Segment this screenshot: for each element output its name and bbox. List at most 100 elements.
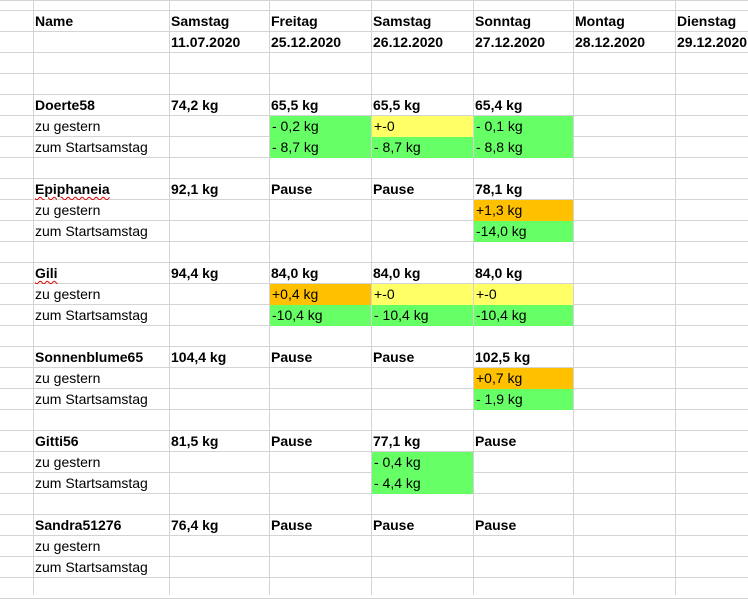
weight-cell[interactable]: 77,1 kg <box>371 431 473 452</box>
header-date-cell[interactable]: 29.12.2020 <box>675 32 748 53</box>
row-label-zu-gestern[interactable]: zu gestern <box>33 536 169 557</box>
weight-cell-text: 76,4 kg <box>171 517 219 533</box>
participant-name-cell[interactable]: Gili <box>33 263 169 284</box>
row-gridline <box>0 199 748 200</box>
delta-yesterday-cell[interactable]: - 0,1 kg <box>474 116 573 137</box>
row-label-startsamstag[interactable]: zum Startsamstag <box>33 557 169 578</box>
weight-cell[interactable]: Pause <box>473 431 573 452</box>
weight-cell[interactable]: Pause <box>269 179 371 200</box>
header-name-cell-text: Name <box>35 13 74 29</box>
weight-cell[interactable]: 74,2 kg <box>169 95 269 116</box>
weight-cell[interactable]: 65,5 kg <box>371 95 473 116</box>
weight-cell[interactable]: 84,0 kg <box>371 263 473 284</box>
header-date-cell[interactable]: 26.12.2020 <box>371 32 473 53</box>
weight-cell[interactable]: 104,4 kg <box>169 347 269 368</box>
column-gridline <box>573 0 574 595</box>
participant-name-cell[interactable]: Epiphaneia <box>33 179 169 200</box>
header-weekday-cell[interactable]: Sonntag <box>473 11 573 32</box>
weight-cell-text: 92,1 kg <box>171 181 219 197</box>
participant-name-cell-text: Sandra51276 <box>35 517 122 533</box>
header-date-cell[interactable]: 28.12.2020 <box>573 32 675 53</box>
delta-start-cell[interactable]: - 10,4 kg <box>372 305 473 326</box>
row-label-zu-gestern[interactable]: zu gestern <box>33 284 169 305</box>
weight-cell[interactable]: 94,4 kg <box>169 263 269 284</box>
delta-start-cell[interactable]: - 8,7 kg <box>270 137 371 158</box>
header-weekday-cell-text: Freitag <box>271 13 318 29</box>
delta-start-cell-text: -14,0 kg <box>476 223 527 239</box>
delta-yesterday-cell[interactable]: +-0 <box>474 284 573 305</box>
row-label-startsamstag-text: zum Startsamstag <box>35 391 148 407</box>
delta-yesterday-cell[interactable]: +0,4 kg <box>270 284 371 305</box>
delta-start-cell[interactable]: - 8,7 kg <box>372 137 473 158</box>
header-date-cell[interactable]: 11.07.2020 <box>169 32 269 53</box>
participant-name-cell-text: Doerte58 <box>35 97 95 113</box>
delta-start-cell[interactable]: -10,4 kg <box>474 305 573 326</box>
row-gridline <box>0 0 748 1</box>
weight-cell[interactable]: 84,0 kg <box>473 263 573 284</box>
row-gridline <box>0 94 748 95</box>
participant-name-cell[interactable]: Sandra51276 <box>33 515 169 536</box>
weight-cell[interactable]: 65,4 kg <box>473 95 573 116</box>
row-label-zu-gestern[interactable]: zu gestern <box>33 452 169 473</box>
row-label-startsamstag[interactable]: zum Startsamstag <box>33 305 169 326</box>
header-weekday-cell[interactable]: Samstag <box>169 11 269 32</box>
row-label-startsamstag[interactable]: zum Startsamstag <box>33 137 169 158</box>
row-label-zu-gestern-text: zu gestern <box>35 454 101 470</box>
weight-cell-text: 102,5 kg <box>475 349 531 365</box>
header-date-cell[interactable]: 27.12.2020 <box>473 32 573 53</box>
weight-cell[interactable]: Pause <box>269 431 371 452</box>
header-weekday-cell[interactable]: Samstag <box>371 11 473 32</box>
header-weekday-cell-text: Samstag <box>373 13 432 29</box>
header-date-cell-text: 27.12.2020 <box>475 34 546 50</box>
weight-cell-text: 94,4 kg <box>171 265 219 281</box>
column-gridline <box>33 0 34 595</box>
weight-cell[interactable]: Pause <box>371 347 473 368</box>
weight-cell[interactable]: 102,5 kg <box>473 347 573 368</box>
delta-start-cell[interactable]: - 8,8 kg <box>474 137 573 158</box>
row-label-zu-gestern[interactable]: zu gestern <box>33 368 169 389</box>
delta-yesterday-cell[interactable]: +-0 <box>372 284 473 305</box>
delta-yesterday-cell[interactable]: +1,3 kg <box>474 200 573 221</box>
participant-name-cell[interactable]: Doerte58 <box>33 95 169 116</box>
weight-cell[interactable]: 78,1 kg <box>473 179 573 200</box>
weight-cell[interactable]: 76,4 kg <box>169 515 269 536</box>
weight-cell[interactable]: Pause <box>269 515 371 536</box>
weight-cell[interactable]: Pause <box>269 347 371 368</box>
delta-start-cell[interactable]: - 1,9 kg <box>474 389 573 410</box>
weight-cell-text: 84,0 kg <box>373 265 421 281</box>
weight-cell[interactable]: 84,0 kg <box>269 263 371 284</box>
row-label-zu-gestern[interactable]: zu gestern <box>33 200 169 221</box>
weight-cell[interactable]: 92,1 kg <box>169 179 269 200</box>
header-date-cell[interactable]: 25.12.2020 <box>269 32 371 53</box>
participant-name-cell[interactable]: Gitti56 <box>33 431 169 452</box>
weight-cell[interactable]: Pause <box>371 179 473 200</box>
weight-cell[interactable]: Pause <box>371 515 473 536</box>
delta-start-cell[interactable]: -10,4 kg <box>270 305 371 326</box>
header-weekday-cell[interactable]: Montag <box>573 11 675 32</box>
delta-yesterday-cell[interactable]: +0,7 kg <box>474 368 573 389</box>
delta-start-cell[interactable]: - 4,4 kg <box>372 473 473 494</box>
weight-cell-text: 84,0 kg <box>271 265 319 281</box>
row-label-startsamstag[interactable]: zum Startsamstag <box>33 221 169 242</box>
delta-start-cell-text: - 8,8 kg <box>476 139 523 155</box>
row-label-startsamstag[interactable]: zum Startsamstag <box>33 389 169 410</box>
row-label-startsamstag[interactable]: zum Startsamstag <box>33 473 169 494</box>
delta-yesterday-cell[interactable]: +-0 <box>372 116 473 137</box>
weight-cell[interactable]: Pause <box>473 515 573 536</box>
header-weekday-cell[interactable]: Freitag <box>269 11 371 32</box>
delta-yesterday-cell[interactable]: - 0,2 kg <box>270 116 371 137</box>
header-name-cell[interactable]: Name <box>33 11 169 32</box>
delta-start-cell[interactable]: -14,0 kg <box>474 221 573 242</box>
header-weekday-cell[interactable]: Dienstag <box>675 11 748 32</box>
weight-cell[interactable]: 65,5 kg <box>269 95 371 116</box>
weight-cell-text: 65,5 kg <box>271 97 319 113</box>
weight-cell[interactable]: 81,5 kg <box>169 431 269 452</box>
row-label-zu-gestern[interactable]: zu gestern <box>33 116 169 137</box>
delta-yesterday-cell[interactable]: - 0,4 kg <box>372 452 473 473</box>
weight-cell-text: 78,1 kg <box>475 181 523 197</box>
delta-start-cell-text: - 1,9 kg <box>476 391 523 407</box>
participant-name-cell[interactable]: Sonnenblume65 <box>33 347 169 368</box>
row-gridline <box>0 178 748 179</box>
row-gridline <box>0 115 748 116</box>
row-label-startsamstag-text: zum Startsamstag <box>35 307 148 323</box>
